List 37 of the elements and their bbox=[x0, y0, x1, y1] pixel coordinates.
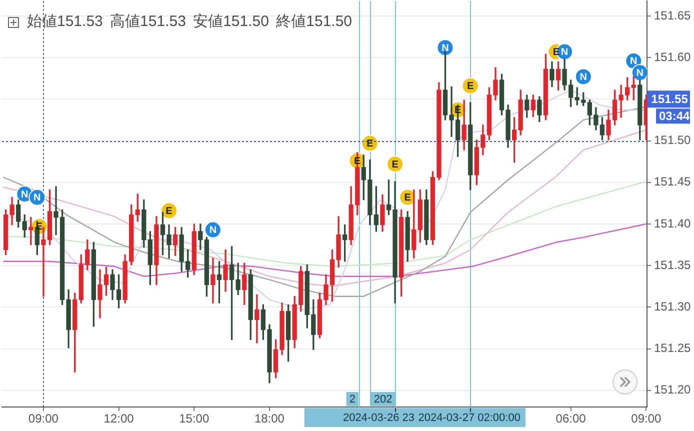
x-tick-label: 12:00 bbox=[104, 412, 134, 426]
annotation: 151.55 bbox=[651, 92, 688, 106]
y-tick-label: 151.25 bbox=[654, 341, 692, 356]
y-tick-label: 151.50 bbox=[654, 133, 692, 148]
ref-line-label: 2024-03-26 23 bbox=[342, 412, 415, 424]
text: N bbox=[442, 42, 449, 54]
text: 始値151.53 高値151.53 安値151.50 終値151.50 bbox=[27, 13, 352, 31]
text: 03:44 bbox=[659, 108, 690, 123]
series-label: N bbox=[636, 68, 644, 79]
text: E bbox=[366, 138, 374, 150]
x-tick-label: 18:00 bbox=[254, 412, 285, 426]
y-tick-label: 151.40 bbox=[654, 216, 692, 230]
text: E bbox=[552, 47, 560, 58]
ref-line-label: 202 bbox=[374, 394, 392, 406]
candlestick bbox=[210, 258, 216, 304]
y-tick-label: 151.35 bbox=[654, 258, 692, 272]
text: N bbox=[560, 47, 568, 58]
x-tick-label: 15:00 bbox=[179, 412, 210, 426]
y-tick-label: 151.30 bbox=[654, 299, 692, 314]
ref-line-label: 2 bbox=[349, 394, 356, 406]
x-tick-label: 09:00 bbox=[28, 412, 59, 426]
y-tick-label: 151.60 bbox=[654, 50, 692, 64]
y-tick-label: 151.65 bbox=[654, 8, 692, 22]
series-label: E bbox=[467, 81, 474, 92]
x-tick-label: 09:00 bbox=[631, 412, 662, 426]
y-tick-label: 151.20 bbox=[654, 382, 692, 397]
text: N bbox=[209, 225, 217, 236]
text: N bbox=[34, 192, 41, 204]
text: E bbox=[166, 206, 172, 217]
text: N bbox=[630, 56, 638, 68]
ref-line-label: 2024-03-27 02:00:00 bbox=[418, 412, 520, 424]
text: N bbox=[580, 72, 587, 83]
text: N bbox=[20, 189, 28, 200]
x-tick-label: 06:00 bbox=[556, 412, 586, 426]
text: E bbox=[392, 159, 398, 170]
text: E bbox=[404, 192, 411, 204]
y-tick-label: 151.45 bbox=[654, 174, 692, 189]
